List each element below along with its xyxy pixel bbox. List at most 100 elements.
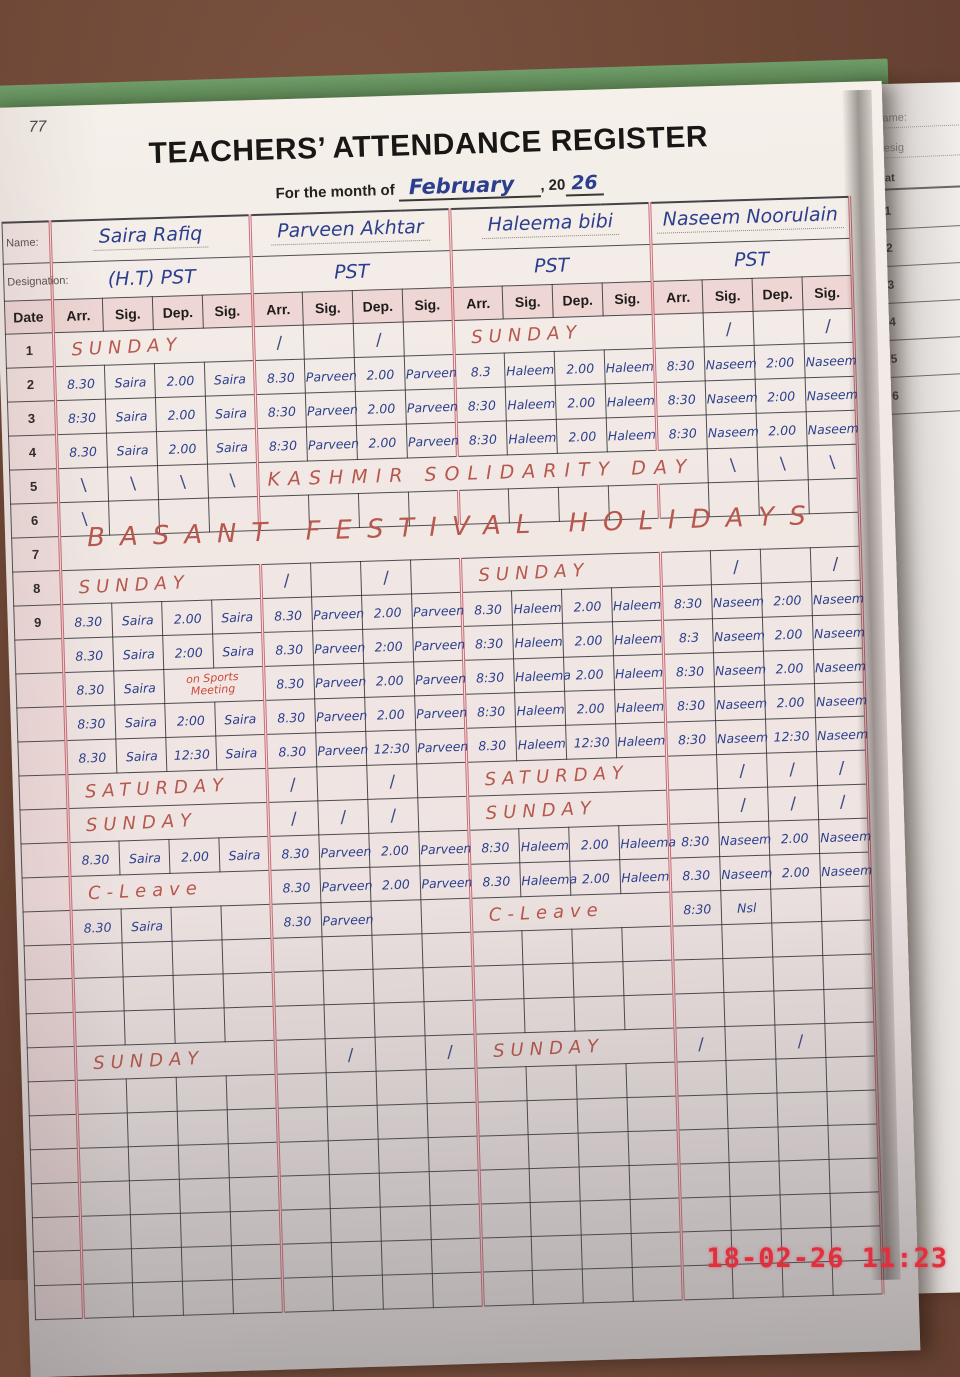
- entry-cell: 8:30: [661, 584, 713, 621]
- empty-cell: [780, 1193, 832, 1229]
- empty-cell: [74, 1010, 126, 1047]
- empty-cell: [471, 930, 523, 967]
- empty-cell: [579, 1165, 631, 1202]
- empty-cell: [181, 1245, 233, 1282]
- entry-cell: 8:30: [656, 414, 708, 451]
- empty-cell: [820, 886, 872, 922]
- empty-cell: [179, 1177, 231, 1214]
- entry-cell: Saira: [104, 363, 156, 400]
- empty-cell: [632, 1265, 684, 1302]
- entry-cell: Naseem: [811, 579, 864, 616]
- empty-cell: [276, 1072, 328, 1109]
- entry-cell: Naseem: [712, 616, 765, 653]
- empty-cell: [378, 1137, 430, 1174]
- empty-cell: [680, 1196, 732, 1232]
- entry-cell: 8.30: [62, 636, 114, 673]
- empty-cell: [623, 994, 675, 1030]
- entry-cell: 2:00: [362, 627, 414, 664]
- empty-cell: [81, 1248, 133, 1285]
- date-cell: [19, 808, 69, 844]
- date-cell: [18, 774, 68, 810]
- empty-cell: [627, 1096, 679, 1132]
- empty-cell: [476, 1066, 528, 1103]
- side-date-cell: 4: [882, 299, 960, 342]
- entry-cell: Haleem: [615, 722, 667, 758]
- teacher-name-2: Parveen Akhtar: [249, 209, 452, 257]
- entry-cell: 2.00: [768, 819, 820, 856]
- entry-cell: Saira: [205, 394, 257, 431]
- entry-cell: Haleem: [604, 348, 656, 385]
- date-cell: [17, 740, 67, 776]
- year-value-handwritten: 26: [564, 171, 605, 197]
- date-cell: [31, 1182, 81, 1218]
- entry-cell: 8:30: [665, 720, 717, 757]
- entry-cell: Naseem: [711, 583, 764, 619]
- empty-cell: [180, 1211, 232, 1248]
- empty-cell: [628, 1130, 680, 1166]
- col-header-sig: Sig.: [402, 287, 454, 323]
- designation-label: Designation:: [3, 262, 69, 302]
- empty-cell: [531, 1235, 583, 1271]
- empty-cell: [220, 904, 273, 940]
- date-cell: 8: [12, 570, 62, 607]
- entry-cell: Haleem: [619, 857, 671, 894]
- entry-cell: 8:30: [64, 704, 116, 741]
- empty-cell: [770, 887, 822, 924]
- date-cell: [25, 978, 75, 1014]
- entry-cell: 8:30: [670, 890, 722, 927]
- entry-cell: 8:30: [664, 686, 716, 723]
- empty-cell: [222, 938, 274, 974]
- entry-cell: /: [325, 1037, 377, 1073]
- entry-cell: Parveen: [406, 422, 459, 459]
- teacher-name-1: Saira Rafiq: [49, 215, 252, 263]
- entry-cell: Haleem: [515, 725, 567, 761]
- empty-cell: [77, 1112, 129, 1149]
- empty-cell: [130, 1213, 182, 1249]
- empty-cell: [281, 1242, 333, 1279]
- empty-cell: [374, 1001, 426, 1038]
- col-header-dep: Dep.: [352, 289, 404, 324]
- entry-cell: /: [267, 800, 319, 837]
- entry-cell: Saira: [115, 737, 167, 774]
- entry-cell: 8.30: [70, 908, 123, 945]
- empty-cell: [280, 1208, 332, 1245]
- entry-cell: Naseem: [806, 410, 859, 446]
- entry-cell: 8:30: [654, 346, 706, 383]
- entry-cell: 2.00: [354, 355, 406, 392]
- entry-cell: /: [774, 1023, 826, 1060]
- empty-cell: [126, 1077, 178, 1113]
- entry-cell: 8.30: [65, 738, 118, 775]
- entry-cell: 8.30: [68, 840, 121, 877]
- entry-cell: 2:00: [755, 377, 807, 414]
- empty-cell: [779, 1159, 831, 1195]
- empty-cell: [282, 1276, 334, 1313]
- empty-cell: [330, 1207, 382, 1243]
- empty-cell: [174, 1007, 226, 1044]
- entry-cell: Saira: [211, 598, 263, 635]
- date-cell: 4: [8, 434, 58, 471]
- empty-cell: [571, 927, 623, 964]
- entry-cell: 2.00: [555, 383, 607, 420]
- empty-cell: [653, 312, 705, 349]
- entry-cell: /: [366, 763, 418, 800]
- empty-cell: [825, 1055, 877, 1092]
- entry-cell: 8.30: [261, 596, 313, 633]
- empty-cell: [323, 969, 375, 1005]
- entry-cell: 8.30: [254, 358, 306, 395]
- date-cell: [29, 1114, 79, 1150]
- empty-cell: [332, 1275, 384, 1311]
- entry-cell: 2.00: [564, 689, 616, 726]
- handwritten-note: SUNDAY: [92, 1047, 205, 1075]
- empty-cell: [80, 1214, 132, 1251]
- side-date-cell: 1: [877, 188, 960, 231]
- empty-cell: [577, 1097, 629, 1134]
- empty-cell: [672, 958, 724, 995]
- entry-cell: \: [807, 444, 859, 480]
- entry-cell: 8.30: [264, 698, 316, 735]
- empty-cell: [123, 975, 175, 1011]
- empty-cell: [324, 1003, 376, 1039]
- entry-cell: 8.30: [268, 834, 321, 871]
- col-header-dep: Dep.: [752, 276, 804, 312]
- handwritten-note: SUNDAY: [78, 572, 191, 599]
- entry-cell: Parveen: [318, 833, 371, 870]
